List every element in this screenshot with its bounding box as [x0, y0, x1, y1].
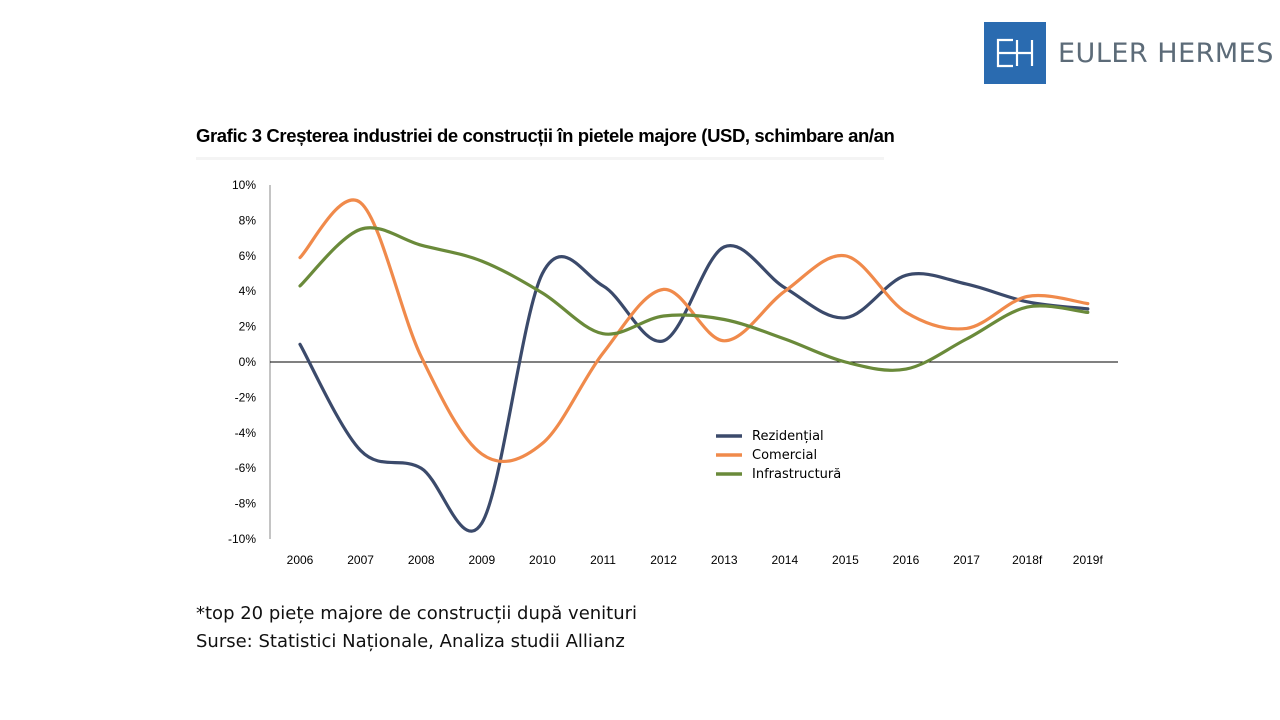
x-tick-label: 2017 [953, 553, 980, 567]
y-tick-label: 6% [239, 249, 257, 263]
brand-name: EULER HERMES [1058, 37, 1274, 69]
series-line-infrastructura [298, 226, 1090, 372]
chart-title: Grafic 3 Creșterea industriei de constru… [196, 125, 895, 146]
legend-label-rezidential: Rezidențial [752, 429, 824, 444]
series-line-comercial [298, 198, 1090, 464]
x-tick-label: 2007 [347, 553, 374, 567]
x-tick-label: 2015 [832, 553, 859, 567]
title-divider [196, 157, 884, 160]
legend-label-comercial: Comercial [752, 448, 817, 463]
x-tick-label: 2018f [1012, 553, 1043, 567]
y-tick-label: 8% [239, 213, 257, 227]
footnote: *top 20 piețe majore de construcții după… [196, 600, 637, 656]
x-tick-label: 2006 [287, 553, 314, 567]
y-tick-label: 10% [232, 178, 256, 192]
x-tick-label: 2010 [529, 553, 556, 567]
legend-label-infrastructura: Infrastructură [752, 467, 841, 482]
y-tick-label: 4% [239, 284, 257, 298]
y-tick-label: 0% [239, 355, 257, 369]
footnote-scope: *top 20 piețe majore de construcții după… [196, 603, 638, 624]
x-tick-label: 2011 [590, 553, 616, 567]
x-tick-label: 2013 [711, 553, 738, 567]
y-tick-label: 2% [239, 320, 257, 334]
euler-hermes-logo: EULER HERMES [984, 22, 1274, 84]
x-tick-label: 2008 [408, 553, 435, 567]
y-tick-label: -10% [228, 532, 256, 546]
x-tick-label: 2009 [468, 553, 495, 567]
y-tick-label: -6% [235, 461, 257, 475]
x-tick-label: 2012 [650, 553, 677, 567]
y-tick-label: -2% [235, 390, 257, 404]
series-group [298, 198, 1090, 533]
x-tick-label: 2019f [1073, 553, 1104, 567]
y-tick-label: -8% [235, 497, 257, 511]
y-axis: 10% 8% 6% 4% 2% 0% -2% -4% -6% -8% -10% [228, 178, 1118, 546]
legend: Rezidențial Comercial Infrastructură [716, 429, 841, 482]
x-tick-label: 2016 [893, 553, 920, 567]
logo-monogram-icon [984, 22, 1046, 84]
x-axis: 2006 2007 2008 2009 2010 2011 2012 2013 2014 2015… [287, 553, 1104, 567]
y-tick-label: -4% [235, 426, 257, 440]
series-line-rezidential [298, 244, 1090, 533]
footnote-sources: Surse: Statistici Naționale, Analiza stu… [196, 631, 625, 652]
x-tick-label: 2014 [771, 553, 798, 567]
